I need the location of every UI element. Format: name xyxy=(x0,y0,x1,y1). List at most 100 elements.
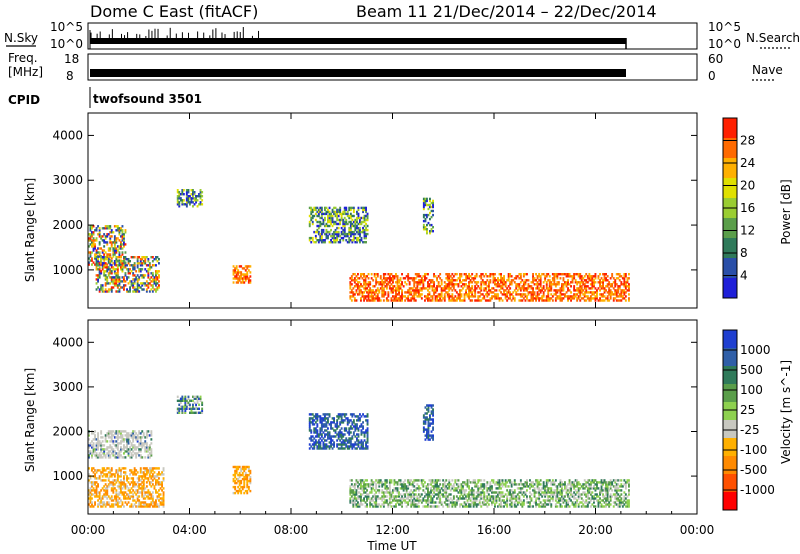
heatmap-cell xyxy=(509,275,512,278)
heatmap-cell xyxy=(127,452,130,455)
heatmap-cell xyxy=(398,503,400,506)
heatmap-cell xyxy=(235,465,238,469)
heatmap-cell xyxy=(145,467,148,470)
heatmap-cell xyxy=(468,497,470,500)
heatmap-cell xyxy=(372,485,375,488)
heatmap-cell xyxy=(390,299,393,302)
heatmap-cell xyxy=(89,499,92,502)
heatmap-cell xyxy=(396,499,399,502)
heatmap-cell xyxy=(556,275,559,278)
heatmap-cell xyxy=(185,203,188,206)
heatmap-cell xyxy=(339,431,342,434)
heatmap-cell xyxy=(116,284,119,287)
heatmap-cell xyxy=(349,291,352,294)
heatmap-cell xyxy=(325,236,328,240)
heatmap-cell xyxy=(503,501,505,504)
heatmap-cell xyxy=(360,415,363,418)
heatmap-cell xyxy=(98,251,101,254)
heatmap-cell xyxy=(330,427,332,430)
heatmap-cell xyxy=(124,450,127,453)
heatmap-cell xyxy=(405,487,408,490)
heatmap-cell xyxy=(120,266,122,269)
heatmap-cell xyxy=(240,275,243,278)
heatmap-cell xyxy=(440,299,443,302)
heatmap-cell xyxy=(350,495,353,498)
heatmap-cell xyxy=(101,497,104,500)
heatmap-cell xyxy=(628,287,630,290)
heatmap-cell xyxy=(530,297,533,300)
heatmap-cell xyxy=(355,479,358,482)
heatmap-cell xyxy=(365,232,367,236)
heatmap-cell xyxy=(107,479,110,482)
heatmap-cell xyxy=(100,456,103,459)
heatmap-cell xyxy=(193,401,196,404)
heatmap-cell xyxy=(133,268,136,271)
heatmap-cell xyxy=(98,442,101,445)
heatmap-cell xyxy=(317,241,320,244)
heatmap-cell xyxy=(529,299,531,302)
heatmap-cell xyxy=(107,266,110,269)
heatmap-cell xyxy=(431,289,434,292)
heatmap-cell xyxy=(621,297,624,300)
heatmap-cell xyxy=(518,299,521,302)
heatmap-cell xyxy=(346,421,349,424)
heatmap-cell xyxy=(366,447,369,450)
heatmap-cell xyxy=(354,435,357,438)
heatmap-cell xyxy=(366,419,369,422)
heatmap-cell xyxy=(608,299,611,302)
heatmap-cell xyxy=(241,487,244,491)
heatmap-cell xyxy=(432,226,434,229)
heatmap-cell xyxy=(103,469,106,472)
power-colorbar-label: Power [dB] xyxy=(779,179,793,244)
heatmap-cell xyxy=(579,289,582,292)
heatmap-cell xyxy=(324,224,326,228)
heatmap-cell xyxy=(334,206,337,210)
heatmap-cell xyxy=(387,293,390,296)
heatmap-cell xyxy=(573,289,576,292)
heatmap-cell xyxy=(395,293,397,296)
heatmap-cell xyxy=(138,442,141,445)
heatmap-cell xyxy=(118,282,121,285)
heatmap-cell xyxy=(548,297,551,300)
heatmap-cell xyxy=(432,205,434,209)
heatmap-cell xyxy=(390,283,393,286)
heatmap-cell xyxy=(363,275,365,278)
heatmap-cell xyxy=(196,195,199,198)
heatmap-cell xyxy=(478,487,481,490)
heatmap-cell xyxy=(375,505,378,508)
heatmap-cell xyxy=(237,277,240,280)
heatmap-cell xyxy=(390,291,393,294)
heatmap-cell xyxy=(576,287,579,290)
heatmap-cell xyxy=(352,489,355,492)
heatmap-cell xyxy=(469,491,472,494)
heatmap-cell xyxy=(110,505,113,508)
heatmap-cell xyxy=(334,425,337,428)
heatmap-cell xyxy=(241,267,244,270)
heatmap-cell xyxy=(95,262,98,265)
heatmap-cell xyxy=(94,469,96,472)
heatmap-cell xyxy=(564,293,566,296)
heatmap-cell xyxy=(112,505,115,508)
heatmap-cell xyxy=(145,485,148,488)
heatmap-cell xyxy=(382,281,385,284)
heatmap-cell xyxy=(158,270,160,273)
heatmap-cell xyxy=(336,218,339,222)
heatmap-cell xyxy=(138,430,141,433)
heatmap-cell xyxy=(95,485,98,488)
heatmap-cell xyxy=(405,497,408,500)
heatmap-cell xyxy=(589,275,592,278)
heatmap-cell xyxy=(356,425,358,428)
heatmap-cell xyxy=(142,434,145,437)
heatmap-cell xyxy=(110,499,113,502)
heatmap-cell xyxy=(349,230,352,234)
heatmap-cell xyxy=(107,290,110,293)
heatmap-cell xyxy=(101,266,104,269)
heatmap-cell xyxy=(126,450,128,453)
heatmap-cell xyxy=(107,261,110,264)
heatmap-cell xyxy=(113,444,116,447)
heatmap-cell xyxy=(151,469,154,472)
heatmap-cell xyxy=(392,289,394,292)
heatmap-cell xyxy=(89,235,92,238)
heatmap-cell xyxy=(97,274,99,277)
heatmap-cell xyxy=(349,427,352,430)
